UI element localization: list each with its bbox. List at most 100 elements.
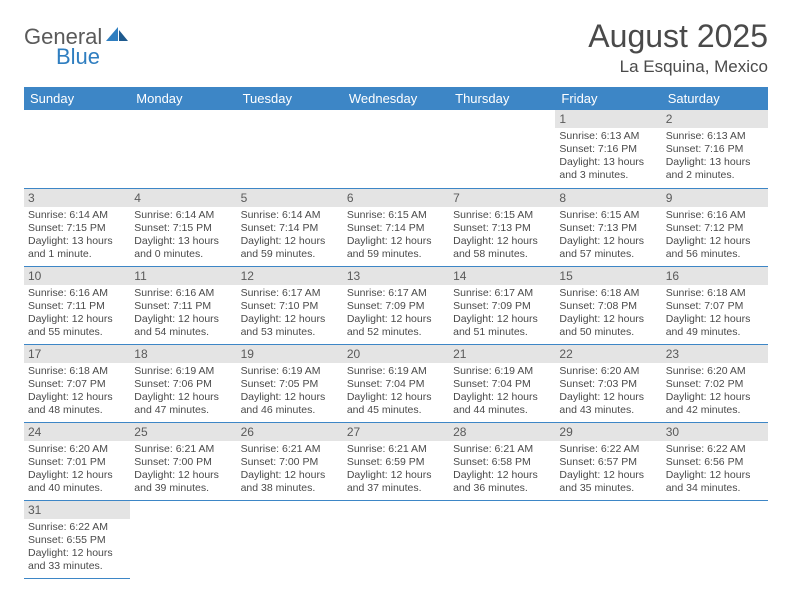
day-number: 30 [662, 423, 768, 441]
day-details: Sunrise: 6:18 AMSunset: 7:07 PMDaylight:… [662, 285, 768, 344]
day-details: Sunrise: 6:14 AMSunset: 7:15 PMDaylight:… [24, 207, 130, 266]
calendar-cell: 11Sunrise: 6:16 AMSunset: 7:11 PMDayligh… [130, 266, 236, 344]
calendar-cell: 17Sunrise: 6:18 AMSunset: 7:07 PMDayligh… [24, 344, 130, 422]
weekday-header: Sunday [24, 87, 130, 110]
day-number: 22 [555, 345, 661, 363]
day-details: Sunrise: 6:15 AMSunset: 7:14 PMDaylight:… [343, 207, 449, 266]
calendar-cell: 6Sunrise: 6:15 AMSunset: 7:14 PMDaylight… [343, 188, 449, 266]
weekday-header-row: SundayMondayTuesdayWednesdayThursdayFrid… [24, 87, 768, 110]
day-number: 14 [449, 267, 555, 285]
calendar-cell: 16Sunrise: 6:18 AMSunset: 7:07 PMDayligh… [662, 266, 768, 344]
weekday-header: Wednesday [343, 87, 449, 110]
day-number: 3 [24, 189, 130, 207]
day-details: Sunrise: 6:20 AMSunset: 7:01 PMDaylight:… [24, 441, 130, 500]
calendar-cell [130, 500, 236, 578]
day-number: 5 [237, 189, 343, 207]
weekday-header: Saturday [662, 87, 768, 110]
header: General August 2025 La Esquina, Mexico [24, 18, 768, 77]
day-details: Sunrise: 6:17 AMSunset: 7:09 PMDaylight:… [449, 285, 555, 344]
day-number: 18 [130, 345, 236, 363]
calendar-cell: 2Sunrise: 6:13 AMSunset: 7:16 PMDaylight… [662, 110, 768, 188]
day-details: Sunrise: 6:19 AMSunset: 7:05 PMDaylight:… [237, 363, 343, 422]
calendar-cell: 3Sunrise: 6:14 AMSunset: 7:15 PMDaylight… [24, 188, 130, 266]
day-details: Sunrise: 6:18 AMSunset: 7:08 PMDaylight:… [555, 285, 661, 344]
day-details: Sunrise: 6:22 AMSunset: 6:55 PMDaylight:… [24, 519, 130, 578]
calendar-cell: 29Sunrise: 6:22 AMSunset: 6:57 PMDayligh… [555, 422, 661, 500]
day-details: Sunrise: 6:13 AMSunset: 7:16 PMDaylight:… [555, 128, 661, 187]
calendar-week-row: 17Sunrise: 6:18 AMSunset: 7:07 PMDayligh… [24, 344, 768, 422]
calendar-cell: 13Sunrise: 6:17 AMSunset: 7:09 PMDayligh… [343, 266, 449, 344]
calendar-cell: 20Sunrise: 6:19 AMSunset: 7:04 PMDayligh… [343, 344, 449, 422]
calendar-cell: 30Sunrise: 6:22 AMSunset: 6:56 PMDayligh… [662, 422, 768, 500]
day-details: Sunrise: 6:19 AMSunset: 7:04 PMDaylight:… [449, 363, 555, 422]
calendar-cell: 26Sunrise: 6:21 AMSunset: 7:00 PMDayligh… [237, 422, 343, 500]
day-details: Sunrise: 6:16 AMSunset: 7:11 PMDaylight:… [130, 285, 236, 344]
calendar-cell: 25Sunrise: 6:21 AMSunset: 7:00 PMDayligh… [130, 422, 236, 500]
weekday-header: Thursday [449, 87, 555, 110]
day-details: Sunrise: 6:18 AMSunset: 7:07 PMDaylight:… [24, 363, 130, 422]
calendar-cell [237, 110, 343, 188]
sail-icon [104, 25, 130, 50]
day-number: 29 [555, 423, 661, 441]
calendar-cell [555, 500, 661, 578]
calendar-week-row: 10Sunrise: 6:16 AMSunset: 7:11 PMDayligh… [24, 266, 768, 344]
day-details: Sunrise: 6:15 AMSunset: 7:13 PMDaylight:… [449, 207, 555, 266]
day-number: 24 [24, 423, 130, 441]
day-number: 15 [555, 267, 661, 285]
calendar-week-row: 24Sunrise: 6:20 AMSunset: 7:01 PMDayligh… [24, 422, 768, 500]
weekday-header: Monday [130, 87, 236, 110]
day-number: 13 [343, 267, 449, 285]
day-details: Sunrise: 6:16 AMSunset: 7:11 PMDaylight:… [24, 285, 130, 344]
logo-text-blue: Blue [56, 44, 100, 69]
day-number: 23 [662, 345, 768, 363]
calendar-cell: 18Sunrise: 6:19 AMSunset: 7:06 PMDayligh… [130, 344, 236, 422]
day-number: 9 [662, 189, 768, 207]
day-details: Sunrise: 6:21 AMSunset: 6:59 PMDaylight:… [343, 441, 449, 500]
day-number: 7 [449, 189, 555, 207]
day-details: Sunrise: 6:17 AMSunset: 7:09 PMDaylight:… [343, 285, 449, 344]
day-details: Sunrise: 6:19 AMSunset: 7:06 PMDaylight:… [130, 363, 236, 422]
day-number: 2 [662, 110, 768, 128]
calendar-cell [130, 110, 236, 188]
calendar-cell: 5Sunrise: 6:14 AMSunset: 7:14 PMDaylight… [237, 188, 343, 266]
calendar-cell: 24Sunrise: 6:20 AMSunset: 7:01 PMDayligh… [24, 422, 130, 500]
day-number: 8 [555, 189, 661, 207]
day-details: Sunrise: 6:16 AMSunset: 7:12 PMDaylight:… [662, 207, 768, 266]
day-number: 10 [24, 267, 130, 285]
calendar-cell: 22Sunrise: 6:20 AMSunset: 7:03 PMDayligh… [555, 344, 661, 422]
calendar-cell: 27Sunrise: 6:21 AMSunset: 6:59 PMDayligh… [343, 422, 449, 500]
calendar-cell: 4Sunrise: 6:14 AMSunset: 7:15 PMDaylight… [130, 188, 236, 266]
day-number: 26 [237, 423, 343, 441]
day-details: Sunrise: 6:17 AMSunset: 7:10 PMDaylight:… [237, 285, 343, 344]
calendar-cell: 23Sunrise: 6:20 AMSunset: 7:02 PMDayligh… [662, 344, 768, 422]
day-number: 28 [449, 423, 555, 441]
calendar-week-row: 3Sunrise: 6:14 AMSunset: 7:15 PMDaylight… [24, 188, 768, 266]
location: La Esquina, Mexico [588, 57, 768, 77]
day-details: Sunrise: 6:19 AMSunset: 7:04 PMDaylight:… [343, 363, 449, 422]
day-number: 31 [24, 501, 130, 519]
day-number: 19 [237, 345, 343, 363]
day-details: Sunrise: 6:13 AMSunset: 7:16 PMDaylight:… [662, 128, 768, 187]
calendar-cell: 1Sunrise: 6:13 AMSunset: 7:16 PMDaylight… [555, 110, 661, 188]
day-number: 17 [24, 345, 130, 363]
day-number: 20 [343, 345, 449, 363]
day-details: Sunrise: 6:20 AMSunset: 7:03 PMDaylight:… [555, 363, 661, 422]
day-details: Sunrise: 6:20 AMSunset: 7:02 PMDaylight:… [662, 363, 768, 422]
calendar-cell: 14Sunrise: 6:17 AMSunset: 7:09 PMDayligh… [449, 266, 555, 344]
day-details: Sunrise: 6:21 AMSunset: 7:00 PMDaylight:… [237, 441, 343, 500]
calendar-cell: 7Sunrise: 6:15 AMSunset: 7:13 PMDaylight… [449, 188, 555, 266]
day-details: Sunrise: 6:15 AMSunset: 7:13 PMDaylight:… [555, 207, 661, 266]
day-details: Sunrise: 6:21 AMSunset: 6:58 PMDaylight:… [449, 441, 555, 500]
month-title: August 2025 [588, 18, 768, 55]
calendar-cell [24, 110, 130, 188]
calendar-cell: 8Sunrise: 6:15 AMSunset: 7:13 PMDaylight… [555, 188, 661, 266]
day-number: 11 [130, 267, 236, 285]
calendar-cell [449, 500, 555, 578]
calendar-cell: 10Sunrise: 6:16 AMSunset: 7:11 PMDayligh… [24, 266, 130, 344]
day-details: Sunrise: 6:22 AMSunset: 6:56 PMDaylight:… [662, 441, 768, 500]
weekday-header: Tuesday [237, 87, 343, 110]
calendar-cell: 31Sunrise: 6:22 AMSunset: 6:55 PMDayligh… [24, 500, 130, 578]
calendar-cell: 21Sunrise: 6:19 AMSunset: 7:04 PMDayligh… [449, 344, 555, 422]
day-number: 6 [343, 189, 449, 207]
weekday-header: Friday [555, 87, 661, 110]
